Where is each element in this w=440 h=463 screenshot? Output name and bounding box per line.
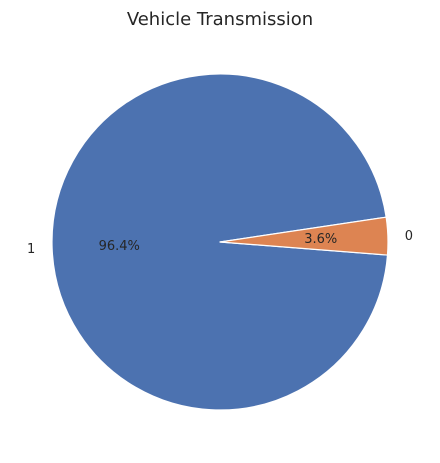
slice-label-1: 1 bbox=[27, 242, 35, 257]
chart-title: Vehicle Transmission bbox=[127, 9, 313, 30]
pie-slices bbox=[51, 73, 389, 411]
percent-label-1: 96.4% bbox=[99, 239, 140, 254]
pie-slice-0 bbox=[219, 216, 389, 256]
pie-labels: 1 96.4% 0 3.6% bbox=[27, 229, 413, 257]
slice-label-0: 0 bbox=[405, 229, 413, 244]
percent-label-0: 3.6% bbox=[304, 232, 337, 247]
